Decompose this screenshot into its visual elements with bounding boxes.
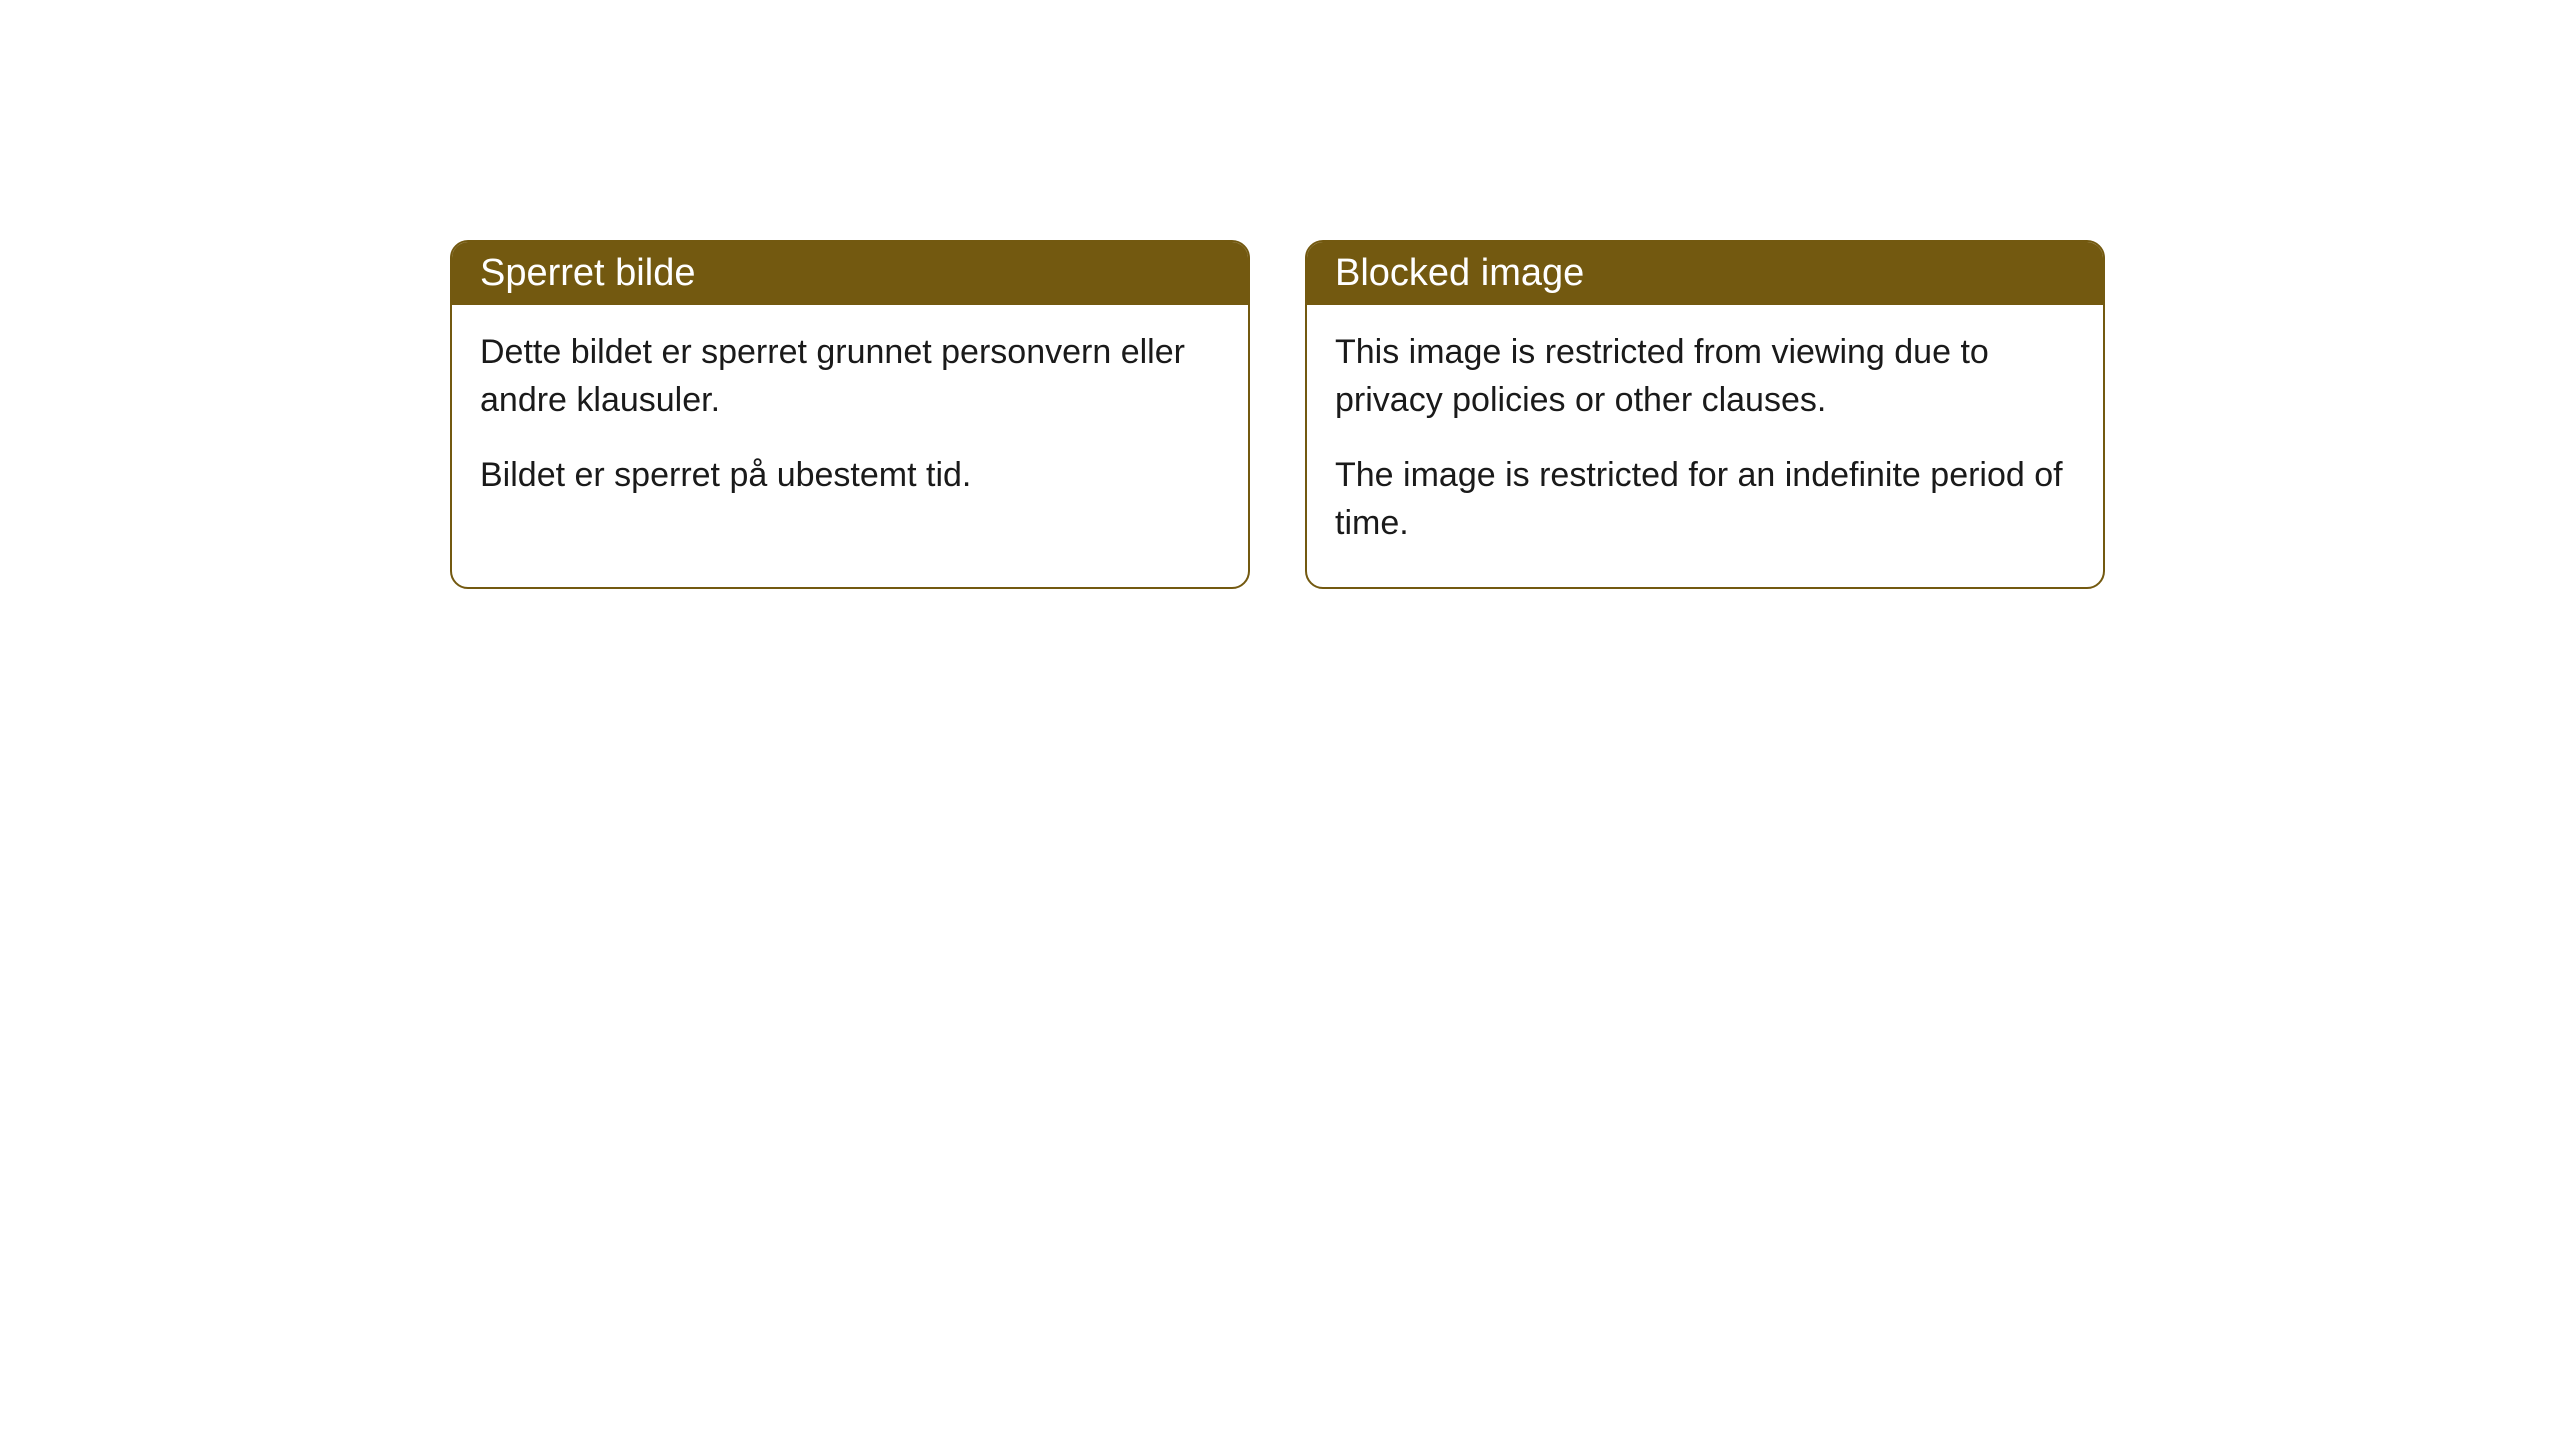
- notice-paragraph-2-english: The image is restricted for an indefinit…: [1335, 452, 2075, 547]
- notice-card-norwegian: Sperret bilde Dette bildet er sperret gr…: [450, 240, 1250, 589]
- notice-paragraph-2-norwegian: Bildet er sperret på ubestemt tid.: [480, 452, 1220, 500]
- notice-paragraph-1-norwegian: Dette bildet er sperret grunnet personve…: [480, 329, 1220, 424]
- notice-container: Sperret bilde Dette bildet er sperret gr…: [0, 0, 2560, 589]
- notice-header-norwegian: Sperret bilde: [452, 242, 1248, 305]
- notice-body-english: This image is restricted from viewing du…: [1307, 305, 2103, 587]
- notice-card-english: Blocked image This image is restricted f…: [1305, 240, 2105, 589]
- notice-body-norwegian: Dette bildet er sperret grunnet personve…: [452, 305, 1248, 540]
- notice-paragraph-1-english: This image is restricted from viewing du…: [1335, 329, 2075, 424]
- notice-header-english: Blocked image: [1307, 242, 2103, 305]
